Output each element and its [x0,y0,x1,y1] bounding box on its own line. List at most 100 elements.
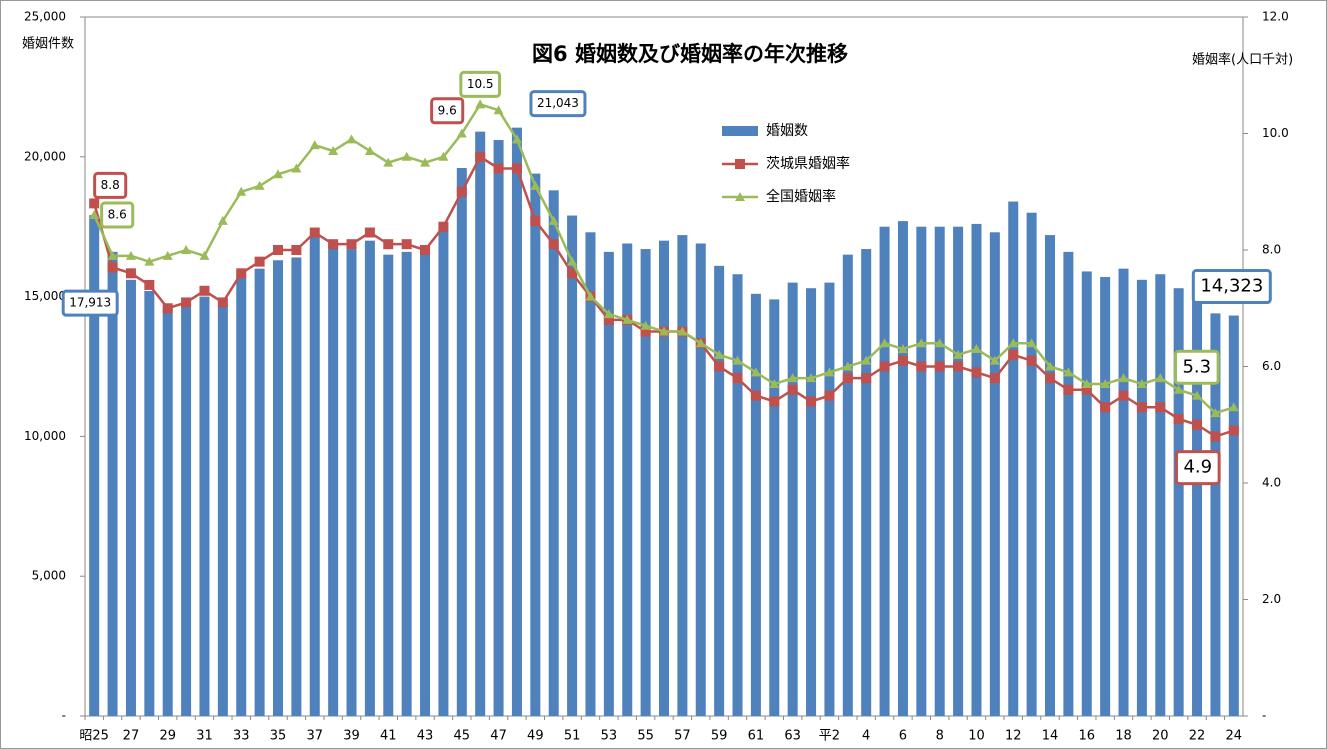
x-tick-label: 6 [899,729,907,744]
marker [456,128,467,138]
bar [162,307,173,716]
bar [1026,212,1037,716]
marker [1118,373,1129,383]
legend-label: 全国婚姻率 [766,188,836,205]
callout-box [93,171,128,199]
x-tick-label: 20 [1152,729,1169,744]
marker [769,378,780,388]
bar [309,235,320,716]
marker [1026,355,1037,366]
marker [328,239,339,250]
marker [125,250,136,260]
marker [842,361,853,371]
x-tick-label: 61 [748,729,765,744]
marker [309,227,320,238]
marker [346,239,357,250]
bar [438,229,449,716]
marker [732,355,743,365]
marker [622,314,633,324]
x-tick-label: 4 [862,729,870,744]
bar [217,304,228,716]
marker [530,180,541,190]
marker [787,384,798,395]
bar [916,226,927,716]
bar [1192,296,1203,716]
marker [420,157,431,167]
marker [1081,378,1092,388]
bar [842,254,853,716]
bar [585,232,596,717]
marker [603,314,614,325]
marker [401,239,412,250]
callout-box [430,97,465,125]
marker [217,215,228,225]
bar [125,279,136,716]
bar [254,268,265,716]
x-tick-label: 平2 [819,729,840,744]
marker [1045,373,1055,384]
marker [640,320,651,330]
bar [328,243,339,716]
bar [383,254,394,716]
data-label-callout: 9.6 [430,97,465,125]
marker [879,338,890,348]
marker [971,367,982,378]
bar [659,240,669,716]
bar [181,304,192,716]
bar [1081,271,1092,716]
marker [548,215,559,225]
bar [89,215,100,716]
bar [273,260,283,716]
marker [1228,425,1239,436]
x-tick-label: 57 [674,729,691,744]
marker [1173,384,1184,394]
x-tick-label: 22 [1189,729,1206,744]
marker [383,157,394,167]
data-label-callout: 5.3 [1173,349,1220,385]
marker [1136,378,1147,388]
marker [1045,361,1055,371]
y2-tick-label: 10.0 [1262,126,1289,140]
x-tick-label: 16 [1078,729,1095,744]
x-tick-label: 14 [1042,729,1059,744]
x-tick-label: 59 [711,729,728,744]
marker [364,227,375,238]
bar [1228,315,1239,716]
bar [879,226,890,716]
x-tick-label: 24 [1226,729,1243,744]
x-tick-label: 昭25 [79,729,109,744]
marker [144,279,155,290]
bar [1045,235,1055,716]
data-label-callout: 8.8 [93,171,128,199]
callout-box [1174,450,1221,486]
marker [89,198,100,209]
bar [971,223,982,717]
data-label-callout: 4.9 [1174,450,1221,486]
marker [217,297,228,308]
bar [291,257,302,716]
marker [989,355,1000,365]
bar [677,235,688,716]
bar [420,246,431,716]
marker [383,239,394,250]
bar [989,232,1000,717]
bar [144,291,155,716]
bar [511,127,522,717]
marker [934,338,945,348]
marker [953,361,964,372]
marker [1100,402,1111,413]
bar [714,265,725,716]
bar [1118,268,1129,716]
x-tick-label: 10 [968,729,985,744]
marker [346,134,357,144]
bar [567,215,578,717]
bar [493,140,504,717]
marker [475,99,486,109]
marker [916,361,927,372]
marker [181,297,192,308]
x-tick-label: 27 [123,729,140,744]
bar [530,173,541,717]
marker [199,250,210,260]
data-label: 5.3 [1182,356,1211,377]
